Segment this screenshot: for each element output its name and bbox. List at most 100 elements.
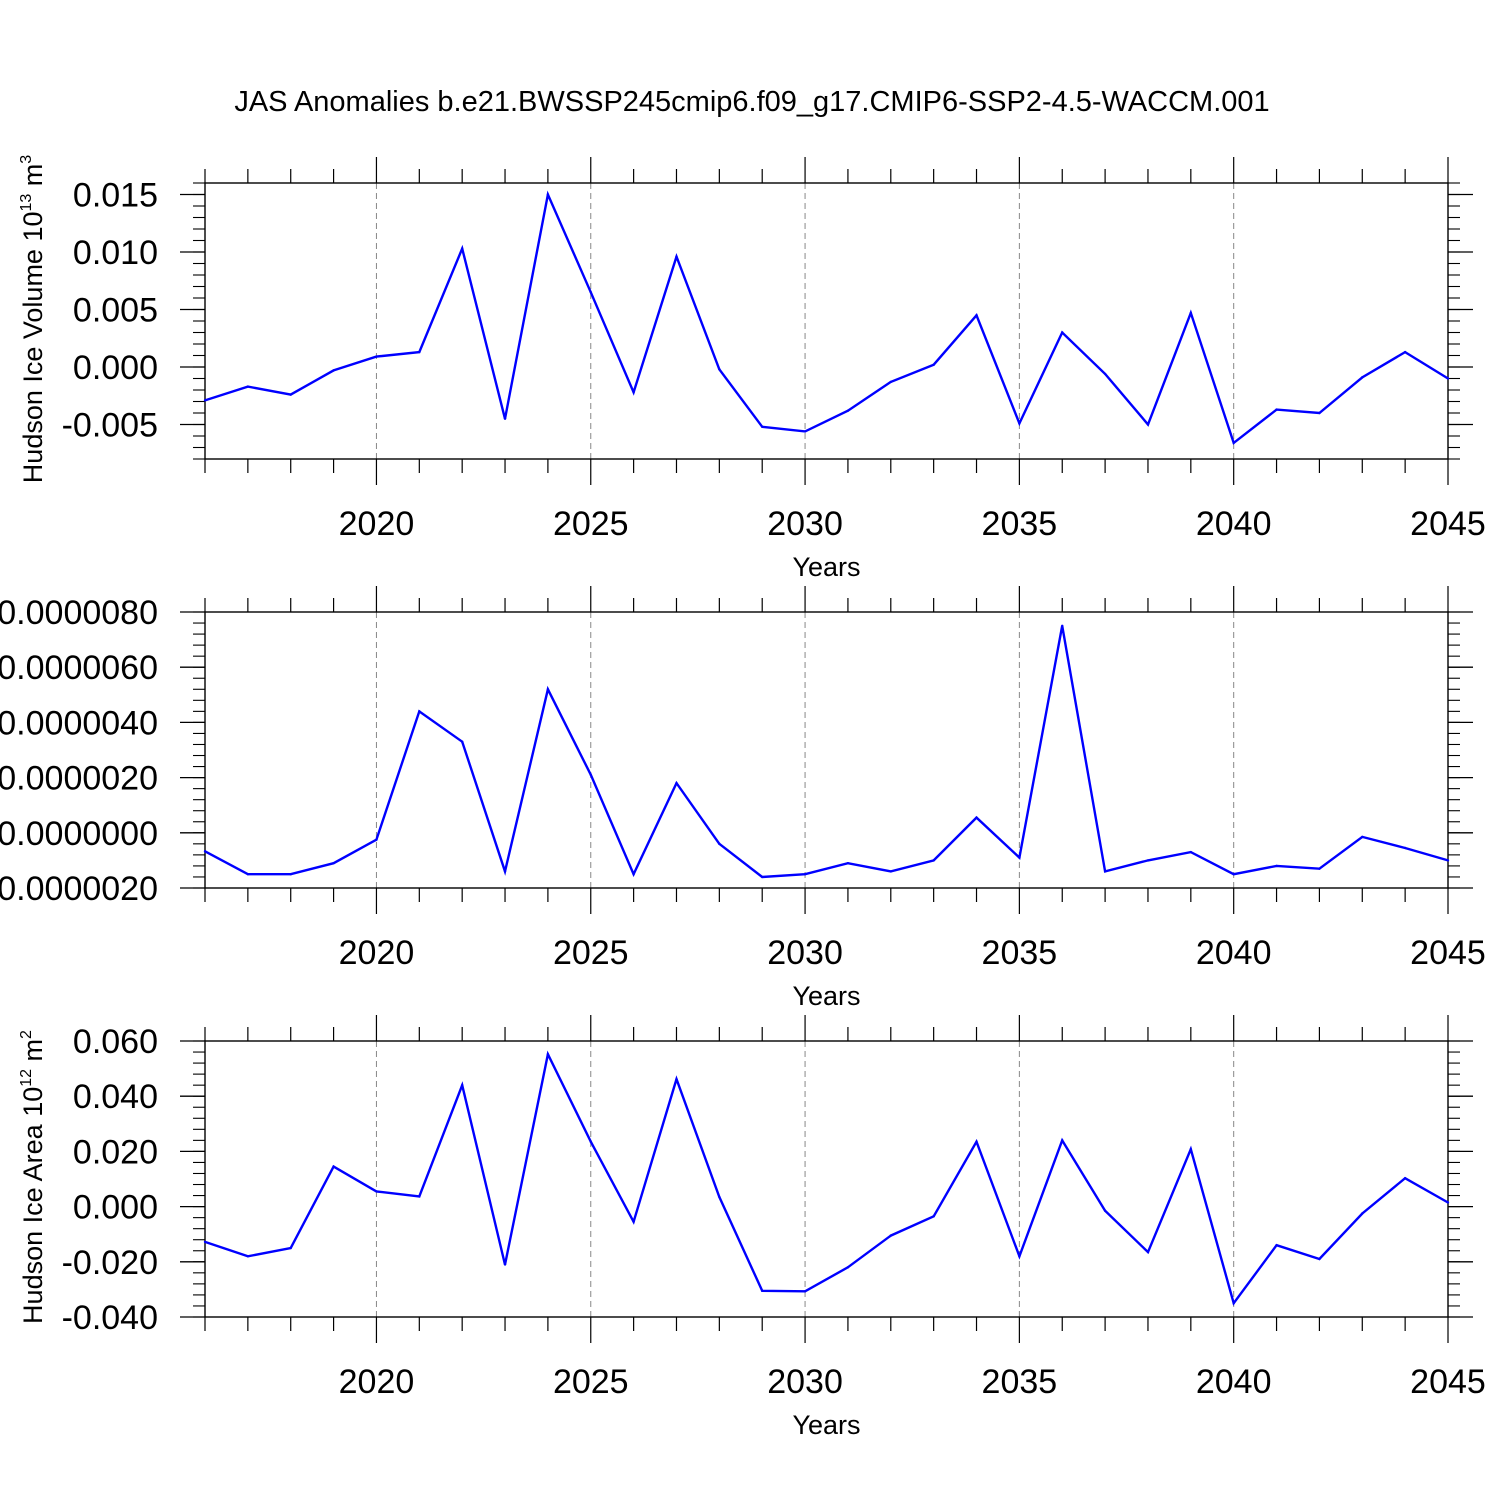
y-axis-label: Hudson Ice Volume 1013 m3	[18, 155, 48, 483]
data-point-2034	[975, 816, 978, 819]
data-point-2034	[975, 1140, 978, 1143]
data-point-2038	[1146, 1250, 1150, 1254]
data-point-2032	[889, 870, 892, 873]
data-point-2043	[1361, 835, 1364, 839]
x-tick-label-2035: 2035	[982, 934, 1058, 972]
series-line	[204, 190, 1449, 445]
data-point-2017	[246, 873, 250, 876]
x-tick-label-2035: 2035	[982, 505, 1058, 543]
y-axis-label-unit: m	[18, 1039, 48, 1069]
data-point-2043	[1361, 376, 1364, 379]
y-tick-label-0: 0.015	[73, 177, 158, 215]
x-tick-label-2025: 2025	[553, 505, 629, 543]
y-tick-label-1: 0.0000060	[0, 649, 158, 687]
data-point-2020	[375, 1190, 378, 1193]
data-point-2042	[1318, 1257, 1321, 1261]
data-point-2023	[503, 1263, 507, 1266]
y-tick-label-2: 0.020	[73, 1133, 158, 1171]
data-point-2023	[503, 417, 507, 420]
data-point-2035	[1018, 422, 1021, 425]
data-point-2039	[1189, 850, 1193, 854]
y-tick-label-4: -0.005	[62, 407, 158, 445]
data-point-2036	[1061, 331, 1064, 334]
data-point-2024	[546, 193, 550, 196]
data-point-2020	[375, 838, 378, 841]
x-tick-label-2040: 2040	[1196, 505, 1272, 543]
data-point-2024	[546, 688, 550, 691]
data-point-2022	[460, 1083, 464, 1087]
data-point-2035	[1018, 856, 1021, 859]
data-point-2021	[418, 710, 421, 713]
x-tick-label-2025: 2025	[553, 1363, 629, 1401]
data-point-2024	[546, 1053, 550, 1056]
data-point-2044	[1403, 846, 1407, 850]
data-point-2018	[289, 393, 292, 396]
plot-frame	[204, 182, 1449, 460]
y-tick-label-2: 0.005	[73, 292, 158, 330]
y-tick-label-5: -0.0000020	[0, 870, 158, 908]
data-point-2022	[460, 740, 464, 743]
data-point-2033	[932, 1215, 935, 1218]
series-line	[204, 1050, 1449, 1306]
data-point-2028	[718, 842, 721, 846]
data-point-2040	[1232, 441, 1235, 445]
y-axis-label-exponent: 13	[18, 194, 35, 212]
data-point-2029	[761, 425, 764, 428]
data-point-2028	[718, 368, 721, 371]
data-point-2021	[418, 1195, 421, 1198]
data-point-2019	[332, 861, 335, 865]
data-point-2039	[1189, 311, 1193, 315]
x-tick-label-2045: 2045	[1410, 1363, 1486, 1401]
data-point-2038	[1146, 423, 1150, 426]
data-point-2031	[846, 861, 850, 865]
y-tick-label-4: -0.020	[62, 1244, 158, 1282]
data-point-2039	[1189, 1147, 1193, 1151]
y-tick-label-3: 0.000	[73, 349, 158, 387]
plot-frame	[204, 611, 1449, 889]
data-point-2026	[632, 873, 635, 876]
data-point-2037	[1103, 372, 1107, 376]
data-point-2041	[1275, 1244, 1278, 1247]
x-tick-label-2020: 2020	[339, 505, 415, 543]
data-point-2022	[460, 247, 464, 250]
x-tick-label-2020: 2020	[339, 934, 415, 972]
panel-3: 2020 2025 2030 2035 2040 2045 0.060 0.040 0.020 0…	[18, 1015, 1486, 1440]
figure-title: JAS Anomalies b.e21.BWSSP245cmip6.f09_g1…	[234, 86, 1269, 118]
data-point-2025	[589, 291, 592, 294]
data-point-2031	[846, 409, 850, 412]
data-point-2019	[332, 369, 335, 372]
x-tick-label-2040: 2040	[1196, 934, 1272, 972]
data-point-2026	[632, 391, 635, 394]
data-point-2021	[418, 350, 421, 354]
x-tick-label-2030: 2030	[767, 1363, 843, 1401]
data-point-2025	[589, 1140, 592, 1143]
x-tick-label-2045: 2045	[1410, 934, 1486, 972]
data-point-2045	[1446, 859, 1450, 862]
y-axis-label-unit-exponent: 3	[18, 155, 35, 164]
series-line	[204, 625, 1449, 879]
data-point-2044	[1403, 1176, 1407, 1180]
data-point-2033	[932, 859, 935, 862]
y-tick-label-1: 0.010	[73, 234, 158, 272]
x-tick-label-2045: 2045	[1410, 505, 1486, 543]
panels: 2020 2025 2030 2035 2040 2045 0.015 0.010 0.005 0…	[0, 155, 1486, 1440]
x-tick-label-2040: 2040	[1196, 1363, 1272, 1401]
data-point-2040	[1232, 873, 1235, 876]
data-point-2035	[1018, 1255, 1021, 1258]
y-axis-label-exponent: 12	[18, 1069, 35, 1087]
data-point-2018	[289, 1246, 292, 1250]
data-point-2034	[975, 314, 978, 317]
y-axis-label-text: Hudson Ice Area 10	[18, 1087, 48, 1324]
panel-2: 2020 2025 2030 2035 2040 2045 0.0000080 0.00000…	[0, 586, 1486, 1011]
data-point-2018	[289, 873, 292, 876]
x-axis-label: Years	[792, 1410, 860, 1440]
data-point-2016	[203, 850, 207, 853]
data-point-2037	[1103, 1209, 1107, 1212]
data-point-2043	[1361, 1212, 1364, 1215]
data-point-2029	[761, 1289, 764, 1292]
data-point-2042	[1318, 411, 1321, 415]
data-point-2029	[761, 875, 764, 879]
data-point-2036	[1061, 624, 1064, 627]
y-tick-label-3: 0.0000020	[0, 760, 158, 798]
data-point-2026	[632, 1220, 635, 1223]
